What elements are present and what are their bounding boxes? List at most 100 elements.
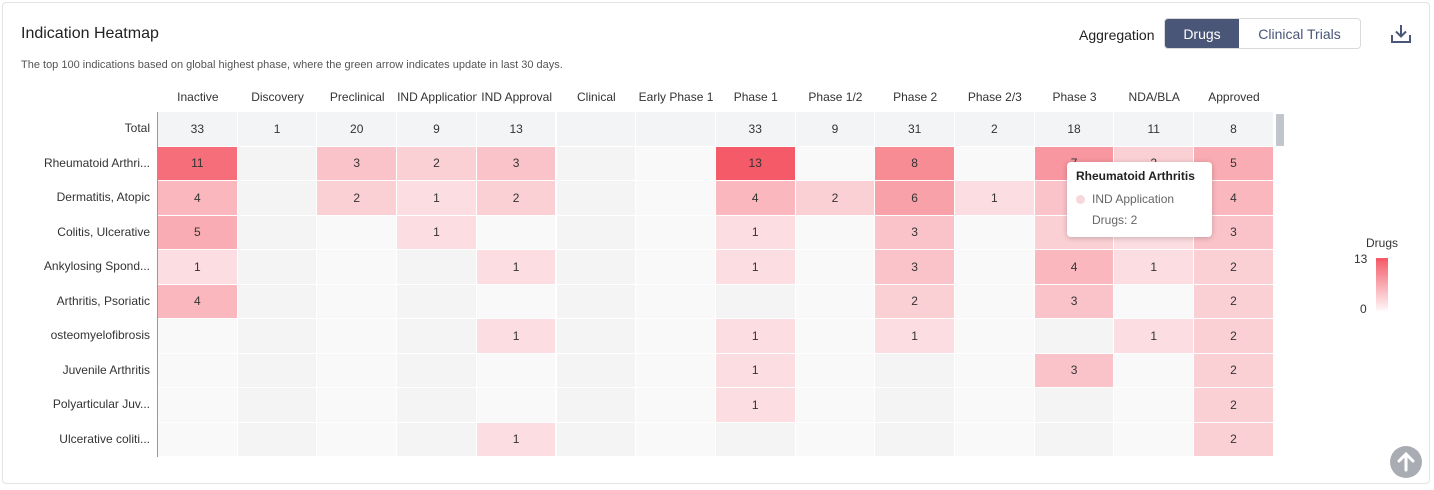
heatmap-cell[interactable] bbox=[317, 354, 397, 389]
heatmap-cell[interactable]: 1 bbox=[1114, 250, 1194, 285]
heatmap-cell[interactable]: 3 bbox=[317, 147, 397, 182]
heatmap-cell[interactable] bbox=[397, 250, 477, 285]
heatmap-cell[interactable]: 2 bbox=[397, 147, 477, 182]
heatmap-cell[interactable]: 20 bbox=[317, 112, 397, 147]
heatmap-cell[interactable]: 3 bbox=[1035, 354, 1115, 389]
heatmap-cell[interactable] bbox=[397, 423, 477, 458]
heatmap-cell[interactable] bbox=[636, 147, 716, 182]
heatmap-cell[interactable]: 1 bbox=[875, 319, 955, 354]
heatmap-cell[interactable]: 2 bbox=[1194, 319, 1274, 354]
heatmap-cell[interactable]: 6 bbox=[875, 181, 955, 216]
heatmap-cell[interactable] bbox=[1114, 423, 1194, 458]
heatmap-cell[interactable]: 2 bbox=[1194, 250, 1274, 285]
heatmap-cell[interactable] bbox=[158, 319, 238, 354]
heatmap-cell[interactable] bbox=[636, 285, 716, 320]
heatmap-cell[interactable] bbox=[955, 285, 1035, 320]
heatmap-cell[interactable]: 1 bbox=[238, 112, 318, 147]
heatmap-cell[interactable] bbox=[557, 388, 637, 423]
heatmap-cell[interactable] bbox=[716, 285, 796, 320]
heatmap-cell[interactable]: 1 bbox=[477, 423, 557, 458]
heatmap-cell[interactable] bbox=[317, 285, 397, 320]
heatmap-cell[interactable] bbox=[317, 216, 397, 251]
heatmap-cell[interactable] bbox=[1035, 319, 1115, 354]
heatmap-cell[interactable] bbox=[875, 354, 955, 389]
heatmap-cell[interactable]: 1 bbox=[716, 354, 796, 389]
heatmap-cell[interactable] bbox=[158, 423, 238, 458]
heatmap-cell[interactable] bbox=[477, 216, 557, 251]
heatmap-cell[interactable] bbox=[397, 354, 477, 389]
heatmap-cell[interactable] bbox=[1114, 285, 1194, 320]
heatmap-cell[interactable] bbox=[875, 388, 955, 423]
heatmap-cell[interactable] bbox=[477, 388, 557, 423]
heatmap-cell[interactable]: 3 bbox=[875, 250, 955, 285]
heatmap-cell[interactable]: 4 bbox=[716, 181, 796, 216]
heatmap-cell[interactable] bbox=[238, 319, 318, 354]
heatmap-cell[interactable] bbox=[557, 147, 637, 182]
heatmap-cell[interactable] bbox=[636, 216, 716, 251]
heatmap-cell[interactable] bbox=[557, 250, 637, 285]
heatmap-cell[interactable] bbox=[796, 388, 876, 423]
heatmap-cell[interactable] bbox=[317, 423, 397, 458]
heatmap-cell[interactable] bbox=[955, 388, 1035, 423]
heatmap-cell[interactable] bbox=[238, 423, 318, 458]
heatmap-cell[interactable]: 1 bbox=[955, 181, 1035, 216]
heatmap-cell[interactable] bbox=[397, 285, 477, 320]
scroll-to-top-button[interactable] bbox=[1390, 446, 1422, 478]
heatmap-cell[interactable]: 2 bbox=[796, 181, 876, 216]
heatmap-cell[interactable]: 4 bbox=[158, 181, 238, 216]
heatmap-cell[interactable]: 5 bbox=[158, 216, 238, 251]
heatmap-cell[interactable] bbox=[955, 319, 1035, 354]
heatmap-cell[interactable] bbox=[796, 423, 876, 458]
heatmap-cell[interactable]: 4 bbox=[1035, 250, 1115, 285]
heatmap-cell[interactable]: 2 bbox=[1194, 285, 1274, 320]
legend-color-scale[interactable] bbox=[1376, 258, 1388, 312]
heatmap-cell[interactable] bbox=[796, 354, 876, 389]
heatmap-cell[interactable] bbox=[557, 319, 637, 354]
heatmap-cell[interactable] bbox=[636, 354, 716, 389]
clinical-trials-toggle-button[interactable]: Clinical Trials bbox=[1239, 19, 1360, 48]
heatmap-cell[interactable]: 9 bbox=[397, 112, 477, 147]
heatmap-cell[interactable] bbox=[796, 216, 876, 251]
heatmap-cell[interactable] bbox=[955, 354, 1035, 389]
heatmap-cell[interactable]: 1 bbox=[397, 216, 477, 251]
download-icon[interactable] bbox=[1389, 23, 1413, 45]
heatmap-cell[interactable] bbox=[796, 319, 876, 354]
heatmap-cell[interactable]: 3 bbox=[875, 216, 955, 251]
heatmap-cell[interactable] bbox=[477, 354, 557, 389]
heatmap-cell[interactable] bbox=[317, 319, 397, 354]
heatmap-cell[interactable]: 13 bbox=[477, 112, 557, 147]
heatmap-cell[interactable] bbox=[557, 354, 637, 389]
heatmap-cell[interactable]: 2 bbox=[1194, 354, 1274, 389]
heatmap-cell[interactable]: 2 bbox=[477, 181, 557, 216]
heatmap-cell[interactable]: 1 bbox=[397, 181, 477, 216]
heatmap-cell[interactable] bbox=[796, 147, 876, 182]
heatmap-cell[interactable] bbox=[317, 388, 397, 423]
heatmap-cell[interactable]: 2 bbox=[875, 285, 955, 320]
heatmap-cell[interactable] bbox=[636, 112, 716, 147]
heatmap-cell[interactable] bbox=[636, 181, 716, 216]
heatmap-cell[interactable] bbox=[238, 181, 318, 216]
heatmap-cell[interactable]: 1 bbox=[477, 250, 557, 285]
drugs-toggle-button[interactable]: Drugs bbox=[1165, 19, 1239, 48]
heatmap-cell[interactable] bbox=[397, 319, 477, 354]
heatmap-cell[interactable] bbox=[238, 285, 318, 320]
heatmap-cell[interactable] bbox=[557, 285, 637, 320]
heatmap-cell[interactable] bbox=[397, 388, 477, 423]
heatmap-cell[interactable] bbox=[557, 112, 637, 147]
heatmap-cell[interactable]: 3 bbox=[477, 147, 557, 182]
heatmap-cell[interactable]: 2 bbox=[1194, 423, 1274, 458]
heatmap-cell[interactable] bbox=[557, 423, 637, 458]
heatmap-cell[interactable] bbox=[557, 216, 637, 251]
heatmap-cell[interactable] bbox=[238, 147, 318, 182]
heatmap-cell[interactable] bbox=[477, 285, 557, 320]
heatmap-cell[interactable]: 8 bbox=[875, 147, 955, 182]
heatmap-cell[interactable] bbox=[875, 423, 955, 458]
heatmap-cell[interactable] bbox=[636, 388, 716, 423]
heatmap-cell[interactable]: 11 bbox=[158, 147, 238, 182]
heatmap-cell[interactable] bbox=[796, 250, 876, 285]
heatmap-cell[interactable]: 1 bbox=[477, 319, 557, 354]
heatmap-cell[interactable] bbox=[238, 354, 318, 389]
heatmap-cell[interactable]: 4 bbox=[158, 285, 238, 320]
heatmap-cell[interactable]: 1 bbox=[158, 250, 238, 285]
heatmap-cell[interactable] bbox=[955, 423, 1035, 458]
